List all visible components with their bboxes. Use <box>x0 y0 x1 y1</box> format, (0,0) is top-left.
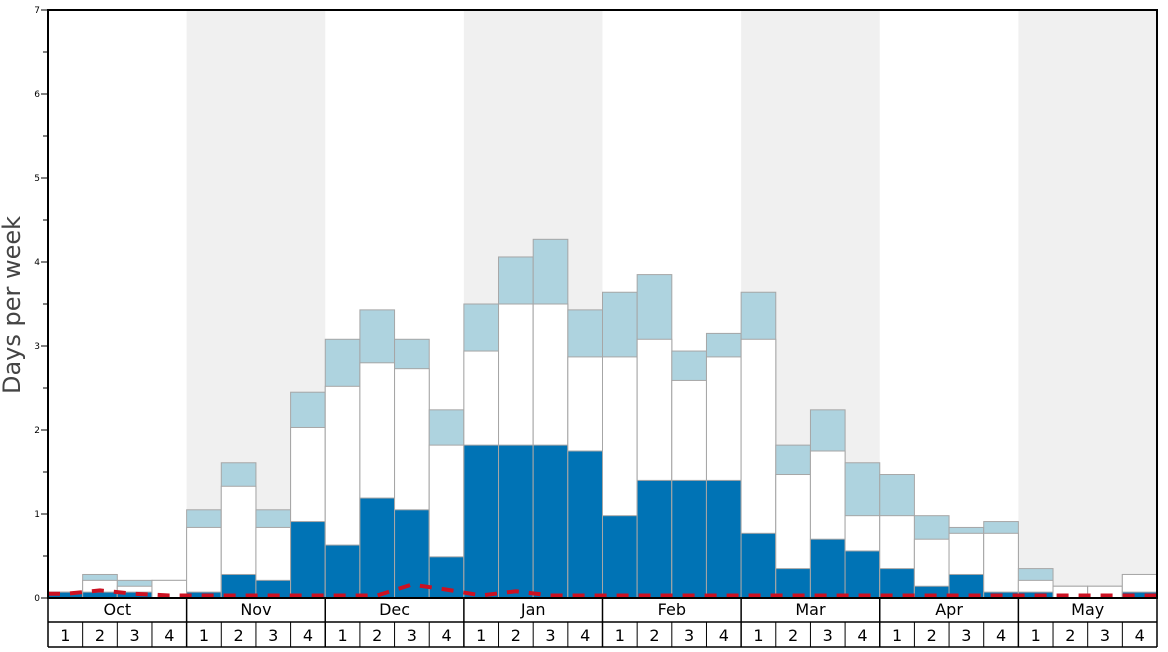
bar-bottom-9 <box>324 544 361 599</box>
week-label: 4 <box>719 626 729 645</box>
bar-middle-5 <box>186 526 222 599</box>
week-label: 1 <box>60 626 70 645</box>
y-tick-label: 2 <box>34 426 40 436</box>
week-label: 4 <box>996 626 1006 645</box>
month-label-nov: Nov <box>240 600 271 619</box>
week-label: 4 <box>857 626 867 645</box>
week-label: 3 <box>961 626 971 645</box>
week-label: 3 <box>545 626 555 645</box>
month-label-dec: Dec <box>379 600 410 619</box>
bar-bottom-15 <box>532 444 569 599</box>
week-label: 4 <box>303 626 313 645</box>
bar-middle-28 <box>983 532 1019 599</box>
week-label: 4 <box>441 626 451 645</box>
y-axis-label: Days per week <box>0 216 26 394</box>
y-tick-label: 4 <box>34 258 40 268</box>
bar-bottom-14 <box>498 444 534 599</box>
y-tick-label: 3 <box>34 342 40 352</box>
y-tick-label: 7 <box>34 6 40 16</box>
bar-bottom-19 <box>671 479 707 599</box>
month-band-may <box>1018 10 1157 598</box>
bar-bottom-25 <box>879 568 915 599</box>
y-tick-label: 5 <box>34 174 40 184</box>
week-label: 4 <box>164 626 174 645</box>
week-label: 2 <box>372 626 382 645</box>
week-label: 4 <box>580 626 590 645</box>
month-label-may: May <box>1071 600 1104 619</box>
month-label-jan: Jan <box>520 600 546 619</box>
bar-bottom-23 <box>809 538 846 599</box>
week-label: 2 <box>649 626 659 645</box>
week-label: 3 <box>684 626 694 645</box>
bar-bottom-8 <box>290 521 326 599</box>
week-label: 2 <box>95 626 105 645</box>
week-label: 2 <box>927 626 937 645</box>
bar-bottom-24 <box>844 550 881 599</box>
bar-bottom-22 <box>775 568 811 599</box>
week-label: 3 <box>407 626 417 645</box>
y-tick-label: 6 <box>34 90 40 100</box>
bar-bottom-21 <box>740 532 777 599</box>
bar-bottom-18 <box>636 479 673 599</box>
week-label: 1 <box>615 626 625 645</box>
week-label: 3 <box>823 626 833 645</box>
month-label-mar: Mar <box>795 600 826 619</box>
bar-bottom-13 <box>463 444 500 599</box>
week-label: 1 <box>1031 626 1041 645</box>
bar-bottom-17 <box>602 515 638 599</box>
week-label: 3 <box>268 626 278 645</box>
week-label: 1 <box>476 626 486 645</box>
week-label: 2 <box>788 626 798 645</box>
week-label: 2 <box>511 626 521 645</box>
week-label: 2 <box>1065 626 1075 645</box>
bar-bottom-10 <box>359 497 396 599</box>
week-label: 1 <box>199 626 209 645</box>
y-tick-label: 0 <box>34 594 40 604</box>
bar-bottom-12 <box>428 556 465 599</box>
week-label: 1 <box>892 626 902 645</box>
week-label: 1 <box>337 626 347 645</box>
week-label: 3 <box>130 626 140 645</box>
bar-bottom-20 <box>705 479 742 599</box>
month-label-feb: Feb <box>658 600 686 619</box>
dashed-line <box>48 582 1157 598</box>
week-label: 3 <box>1100 626 1110 645</box>
month-label-apr: Apr <box>935 600 963 619</box>
month-label-oct: Oct <box>103 600 131 619</box>
y-tick-label: 1 <box>34 510 40 520</box>
week-label: 4 <box>1135 626 1145 645</box>
bar-bottom-16 <box>567 450 603 599</box>
week-label: 2 <box>234 626 244 645</box>
week-label: 1 <box>753 626 763 645</box>
